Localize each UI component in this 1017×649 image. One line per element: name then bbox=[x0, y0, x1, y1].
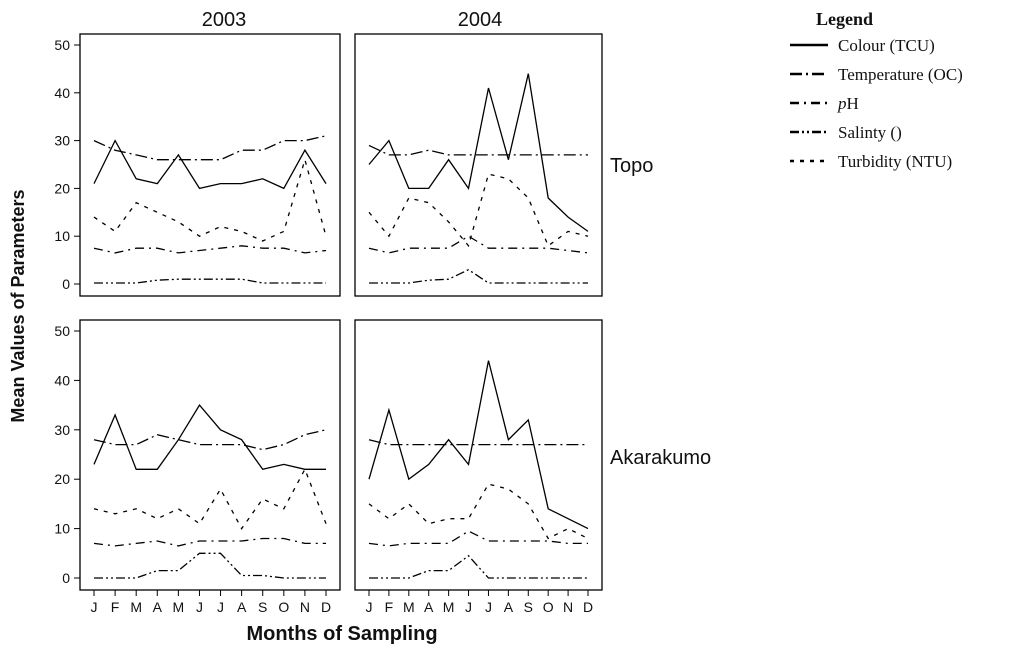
legend-label-ph: pH bbox=[837, 94, 859, 113]
series-temperature-oc-line bbox=[93, 429, 327, 451]
series-ph-line bbox=[93, 245, 327, 254]
y-tick-label: 10 bbox=[54, 521, 70, 537]
legend-title: Legend bbox=[816, 9, 873, 29]
y-axis-label: Mean Values of Parameters bbox=[8, 189, 28, 422]
x-tick-label: J bbox=[91, 599, 98, 615]
x-tick-label: S bbox=[258, 599, 267, 615]
panel-frame bbox=[354, 319, 603, 591]
series-temperature-oc-line bbox=[368, 439, 588, 446]
series-salinty-line bbox=[369, 554, 588, 579]
y-tick-label: 40 bbox=[54, 372, 70, 388]
column-label-2004: 2004 bbox=[458, 9, 503, 31]
y-tick-label: 40 bbox=[54, 85, 70, 101]
series-colour-tcu-line bbox=[368, 73, 589, 232]
legend-label-temperature-oc: Temperature (OC) bbox=[838, 65, 963, 84]
y-tick-label: 50 bbox=[54, 37, 70, 53]
panel-topo-2004 bbox=[354, 33, 603, 297]
series-turbidity-ntu-line bbox=[368, 173, 589, 248]
series-ph-line bbox=[93, 537, 326, 547]
x-tick-label: M bbox=[443, 599, 455, 615]
x-axis-label: Months of Sampling bbox=[246, 623, 437, 645]
panel-frame bbox=[79, 33, 341, 297]
x-tick-label: M bbox=[403, 599, 415, 615]
series-salinty-line bbox=[369, 268, 588, 284]
x-tick-label: M bbox=[130, 599, 142, 615]
y-tick-label: 20 bbox=[54, 180, 70, 196]
series-temperature-oc-line bbox=[93, 135, 327, 161]
legend-label-colour-tcu: Colour (TCU) bbox=[838, 36, 935, 55]
x-tick-label: J bbox=[465, 599, 472, 615]
x-tick-label: D bbox=[321, 599, 331, 615]
x-tick-label: O bbox=[543, 599, 554, 615]
x-tick-label: A bbox=[504, 599, 514, 615]
series-colour-tcu-line bbox=[93, 403, 326, 471]
legend-label-salinty: Salinty () bbox=[838, 123, 902, 142]
y-tick-label: 10 bbox=[54, 228, 70, 244]
x-tick-label: N bbox=[300, 599, 310, 615]
series-ph-line bbox=[368, 530, 588, 547]
x-tick-label: S bbox=[524, 599, 533, 615]
series-turbidity-ntu-line bbox=[93, 157, 327, 242]
series-salinty-line bbox=[94, 552, 326, 579]
y-tick-label: 20 bbox=[54, 471, 70, 487]
x-tick-label: J bbox=[217, 599, 224, 615]
panel-frame bbox=[79, 319, 341, 591]
column-label-2003: 2003 bbox=[202, 9, 247, 31]
y-tick-label: 30 bbox=[54, 422, 70, 438]
series-colour-tcu-line bbox=[93, 139, 327, 190]
series-turbidity-ntu-line bbox=[93, 467, 327, 530]
legend-entries: Colour (TCU) Temperature (OC) pH Salinty ()… bbox=[790, 36, 963, 171]
y-tick-label: 0 bbox=[62, 276, 70, 292]
x-tick-label: J bbox=[196, 599, 203, 615]
x-tick-label: D bbox=[583, 599, 593, 615]
series-colour-tcu-line bbox=[368, 360, 589, 530]
panel-frame bbox=[354, 33, 603, 297]
y-tick-label: 50 bbox=[54, 323, 70, 339]
x-tick-label: J bbox=[366, 599, 373, 615]
series-temperature-oc-line bbox=[368, 144, 588, 156]
y-tick-label: 30 bbox=[54, 133, 70, 149]
x-tick-label: N bbox=[563, 599, 573, 615]
legend: Legend Colour (TCU) Temperature (OC) pH Sal… bbox=[790, 9, 963, 171]
panel-topo-2003: 0 10 20 30 40 50 bbox=[54, 33, 341, 297]
series-ph-line bbox=[368, 235, 589, 254]
legend-label-turbidity-ntu: Turbidity (NTU) bbox=[838, 152, 952, 171]
series-salinty-line bbox=[94, 278, 326, 284]
x-tick-label: F bbox=[111, 599, 120, 615]
x-tick-label: A bbox=[424, 599, 434, 615]
y-tick-label: 0 bbox=[62, 570, 70, 586]
x-tick-label: O bbox=[278, 599, 289, 615]
x-tick-label: A bbox=[237, 599, 247, 615]
x-tick-label: F bbox=[385, 599, 394, 615]
row-label-topo: Topo bbox=[610, 155, 653, 177]
x-tick-label: M bbox=[173, 599, 185, 615]
row-label-akarakumo: Akarakumo bbox=[610, 447, 711, 469]
x-tick-label: J bbox=[485, 599, 492, 615]
series-turbidity-ntu-line bbox=[368, 483, 589, 540]
x-tick-label: A bbox=[153, 599, 163, 615]
